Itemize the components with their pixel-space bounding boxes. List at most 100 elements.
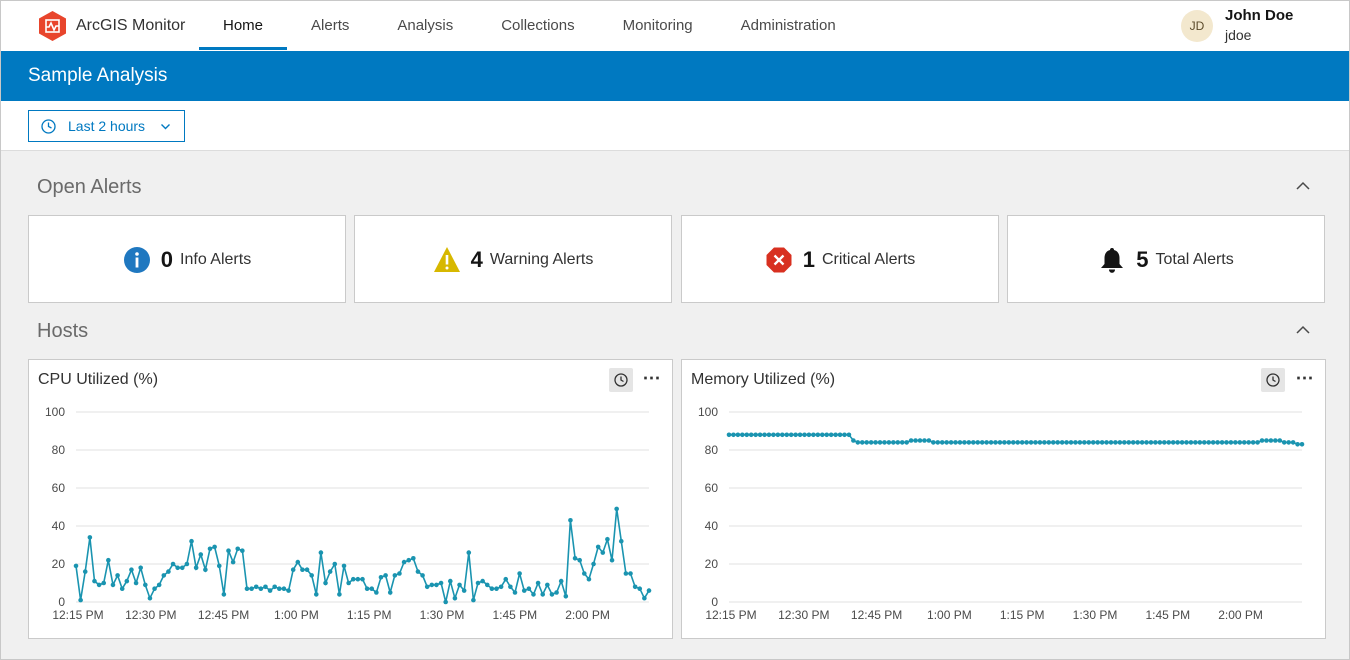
nav-item-alerts[interactable]: Alerts bbox=[311, 17, 350, 34]
cpu-chart-data-point bbox=[424, 584, 430, 590]
memory-chart-data-point bbox=[784, 432, 790, 438]
memory-chart-data-point bbox=[842, 432, 847, 438]
cpu-chart-data-point bbox=[582, 571, 587, 576]
cpu-chart-data-point bbox=[591, 561, 596, 567]
memory-chart-y-tick-label: 60 bbox=[705, 481, 719, 495]
cpu-chart-data-point bbox=[586, 576, 592, 582]
arcgis-monitor-logo-icon[interactable] bbox=[38, 11, 67, 41]
memory-chart-x-tick-label: 1:00 PM bbox=[927, 608, 972, 622]
cpu-chart-data-point bbox=[323, 580, 328, 586]
cpu-chart-data-point bbox=[337, 592, 342, 597]
memory-chart-data-point bbox=[1126, 440, 1132, 445]
cpu-chart-data-point bbox=[600, 550, 606, 555]
memory-chart-data-point bbox=[1010, 440, 1016, 445]
nav-item-administration[interactable]: Administration bbox=[740, 17, 836, 34]
warning-alerts-card[interactable]: 4 Warning Alerts bbox=[354, 215, 672, 303]
memory-chart-data-point bbox=[748, 432, 754, 438]
cpu-chart-data-point bbox=[614, 506, 619, 512]
cpu-chart-more-options-icon[interactable]: ⋯ bbox=[642, 368, 662, 388]
cpu-chart-data-point bbox=[438, 580, 444, 586]
cpu-chart-y-tick-label: 40 bbox=[52, 519, 66, 533]
memory-chart-y-tick-label: 40 bbox=[705, 519, 719, 533]
cpu-chart-y-tick-label: 100 bbox=[45, 405, 65, 419]
user-full-name[interactable]: John Doe bbox=[1225, 7, 1294, 24]
memory-chart-data-point bbox=[1179, 440, 1185, 445]
cpu-chart-y-tick-label: 60 bbox=[52, 481, 66, 495]
memory-chart-data-point bbox=[1073, 440, 1078, 445]
memory-chart-data-point bbox=[913, 438, 918, 443]
info-alerts-card[interactable]: 0 Info Alerts bbox=[28, 215, 346, 303]
memory-chart-data-point bbox=[1019, 440, 1025, 445]
cpu-chart-y-tick-label: 20 bbox=[52, 557, 66, 571]
nav-item-collections[interactable]: Collections bbox=[501, 17, 575, 34]
cpu-chart-data-point bbox=[429, 582, 435, 588]
cpu-chart-data-point bbox=[364, 586, 370, 591]
cpu-chart-data-point bbox=[78, 597, 83, 603]
cpu-chart-data-point bbox=[327, 569, 333, 574]
cpu-chart-data-point bbox=[360, 576, 365, 582]
cpu-chart-data-point bbox=[369, 586, 375, 591]
filter-bar: Last 2 hours bbox=[1, 101, 1349, 151]
memory-chart-data-point bbox=[744, 432, 750, 438]
cpu-chart-data-point bbox=[415, 569, 421, 574]
memory-chart-data-point bbox=[815, 432, 821, 438]
cpu-chart-data-point bbox=[216, 563, 222, 569]
cpu-chart-data-point bbox=[392, 573, 398, 578]
time-range-dropdown[interactable]: Last 2 hours bbox=[28, 110, 185, 142]
nav-item-analysis[interactable]: Analysis bbox=[397, 17, 454, 34]
nav-item-home[interactable]: Home bbox=[199, 1, 288, 51]
page-title: Sample Analysis bbox=[28, 65, 168, 86]
memory-chart-data-point bbox=[802, 432, 807, 438]
cpu-chart-x-tick-label: 2:00 PM bbox=[565, 608, 610, 622]
cpu-chart-data-point bbox=[549, 592, 555, 597]
user-avatar[interactable]: JD bbox=[1181, 10, 1213, 42]
memory-chart-data-point bbox=[797, 432, 803, 438]
cpu-chart-data-point bbox=[447, 578, 453, 584]
cpu-chart-history-button[interactable] bbox=[609, 368, 633, 392]
critical-alerts-label: Critical Alerts bbox=[821, 251, 916, 268]
cpu-chart-data-point bbox=[484, 582, 490, 588]
cpu-utilized-chart: 0 20 40 60 80 100 12:15 PM 12:30 PM 12:45 PM 1:00… bbox=[45, 405, 652, 622]
memory-chart-data-point bbox=[1122, 440, 1127, 445]
time-range-label: Last 2 hours bbox=[68, 118, 146, 134]
critical-alerts-card[interactable]: 1 Critical Alerts bbox=[681, 215, 999, 303]
collapse-hosts-chevron-up-icon[interactable] bbox=[1295, 322, 1311, 338]
cpu-chart-data-point bbox=[124, 578, 130, 584]
cpu-chart-data-point bbox=[595, 544, 601, 550]
hosts-heading: Hosts bbox=[37, 320, 89, 342]
memory-chart-x-tick-label: 1:15 PM bbox=[1000, 608, 1045, 622]
memory-chart-history-button[interactable] bbox=[1261, 368, 1285, 392]
memory-chart-data-point bbox=[766, 432, 772, 438]
app-name[interactable]: ArcGIS Monitor bbox=[76, 17, 186, 34]
user-username[interactable]: jdoe bbox=[1225, 27, 1252, 43]
memory-chart-data-point bbox=[1233, 440, 1238, 445]
cpu-chart-data-point bbox=[572, 556, 578, 561]
collapse-open-alerts-chevron-up-icon[interactable] bbox=[1295, 178, 1311, 194]
cpu-chart-data-point bbox=[508, 584, 513, 590]
memory-chart-more-options-icon[interactable]: ⋯ bbox=[1295, 368, 1315, 388]
memory-chart-data-point bbox=[1130, 440, 1136, 445]
memory-chart-data-point bbox=[1237, 440, 1243, 445]
memory-chart-x-tick-label: 2:00 PM bbox=[1218, 608, 1263, 622]
info-alerts-label: Info Alerts bbox=[180, 251, 252, 268]
memory-chart-data-point bbox=[1059, 440, 1065, 445]
cpu-chart-data-point bbox=[295, 559, 301, 565]
memory-chart-data-point bbox=[1286, 440, 1291, 445]
total-alerts-card[interactable]: 5 Total Alerts bbox=[1007, 215, 1325, 303]
memory-chart-y-tick-label: 100 bbox=[698, 405, 718, 419]
cpu-chart-data-point bbox=[623, 571, 629, 576]
memory-chart-data-point bbox=[1139, 440, 1145, 445]
cpu-chart-data-point bbox=[73, 563, 79, 569]
cpu-chart-data-point bbox=[355, 576, 361, 582]
memory-chart-x-tick-label: 12:15 PM bbox=[705, 608, 756, 622]
cpu-chart-data-point bbox=[545, 582, 550, 588]
cpu-chart-data-point bbox=[531, 592, 536, 597]
critical-alerts-count: 1 bbox=[802, 247, 815, 272]
cpu-chart-data-point bbox=[313, 592, 319, 597]
memory-chart-data-point bbox=[1117, 440, 1123, 445]
memory-chart-data-point bbox=[1099, 440, 1105, 445]
nav-item-monitoring[interactable]: Monitoring bbox=[622, 17, 693, 34]
memory-chart-data-point bbox=[979, 440, 985, 445]
cpu-chart-data-point bbox=[646, 588, 652, 593]
cpu-chart-data-point bbox=[258, 586, 264, 591]
